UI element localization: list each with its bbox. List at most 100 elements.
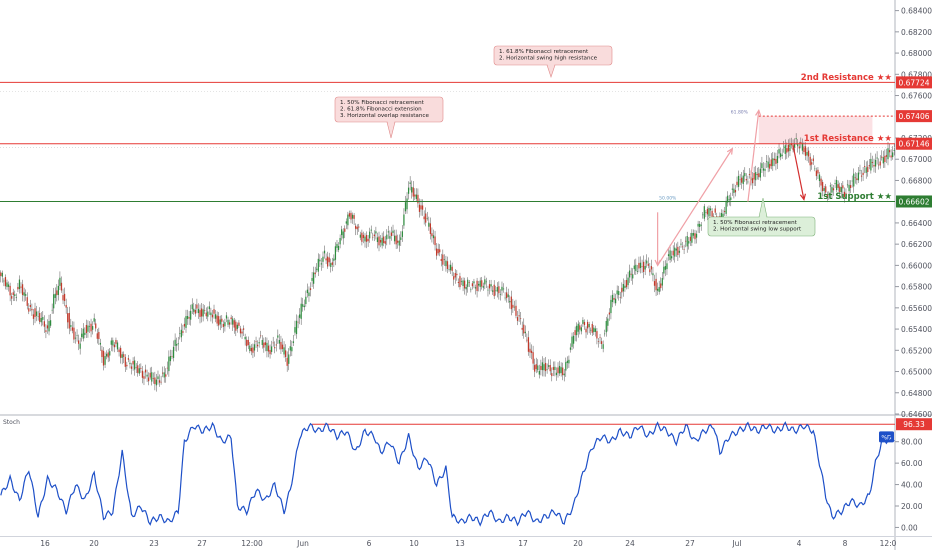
candle-body	[460, 281, 463, 282]
candle-body	[871, 161, 874, 163]
candle-body	[753, 173, 755, 180]
candle-body	[330, 263, 332, 267]
candle-body	[709, 208, 712, 211]
candle-body	[370, 229, 372, 231]
candle-body	[182, 331, 184, 333]
candle-body	[247, 339, 249, 346]
candle-body	[611, 294, 614, 303]
candle-body	[667, 254, 670, 257]
candle-body	[341, 229, 343, 236]
level-price-badge-1	[896, 110, 932, 123]
candle-body	[403, 214, 405, 226]
candle-body	[73, 327, 75, 340]
candle-body	[540, 365, 542, 370]
candle-body	[397, 240, 399, 243]
candle-body	[169, 356, 172, 362]
candle-body	[113, 344, 116, 348]
candle-body	[194, 309, 196, 314]
candle-body	[355, 225, 357, 229]
candle-body	[607, 318, 609, 326]
candle-body	[549, 365, 551, 372]
candle-body	[356, 226, 358, 230]
stoch-tick-label: 20.00	[901, 502, 923, 511]
candle-body	[703, 206, 705, 219]
candle-body	[253, 344, 256, 351]
candle-body	[817, 169, 819, 174]
candle-body	[421, 205, 424, 210]
candle-body	[18, 279, 21, 290]
candle-body	[177, 343, 179, 345]
candle-body	[208, 306, 210, 310]
candle-body	[713, 216, 715, 217]
candle-body	[604, 333, 606, 335]
candle-body	[54, 293, 56, 298]
candle-body	[118, 349, 120, 353]
candle-body	[456, 273, 458, 276]
candle-body	[331, 262, 333, 265]
stochastic-panel: Stoch %D	[0, 419, 895, 527]
candle-body	[666, 263, 668, 270]
candle-body	[781, 154, 783, 156]
candle-body	[322, 256, 324, 262]
candle-body	[602, 344, 604, 349]
candle-body	[795, 138, 797, 140]
candle-body	[345, 221, 347, 224]
candle-body	[577, 323, 579, 332]
candle-body	[373, 234, 375, 237]
candle-body	[359, 234, 361, 238]
candle-body	[269, 349, 271, 355]
candle-body	[263, 342, 265, 348]
price-tick-label: 0.65800	[901, 283, 932, 292]
candle-body	[221, 318, 223, 322]
fibonacci-zone: 61.80% 50.00%	[657, 110, 873, 202]
candle-body	[255, 341, 257, 342]
candle-body	[12, 292, 14, 296]
candle-body	[537, 365, 539, 371]
candle-body	[463, 280, 466, 289]
candle-body	[432, 235, 435, 239]
candle-body	[390, 232, 393, 236]
candle-body	[470, 289, 472, 291]
candle-body	[473, 281, 475, 284]
candle-body	[692, 233, 695, 236]
candle-body	[613, 297, 615, 300]
candle-body	[395, 235, 397, 245]
candle-body	[11, 296, 13, 299]
candle-body	[481, 280, 483, 287]
series-badge-label: %D	[881, 434, 892, 441]
candle-body	[238, 322, 240, 326]
candle-body	[681, 246, 684, 248]
candle-body	[277, 335, 279, 338]
candle-body	[566, 360, 568, 363]
candle-body	[409, 182, 411, 185]
candle-body	[334, 246, 337, 260]
candle-body	[264, 342, 267, 346]
candle-body	[630, 273, 632, 275]
candle-body	[828, 193, 830, 195]
candle-body	[93, 318, 95, 322]
time-axis[interactable]: 16 20 23 27 12:00 Jun 6 10 13 17 20 24 27 Jul 4 8 12:0	[40, 539, 896, 548]
candle-body	[239, 328, 242, 334]
fibonacci-label-618: 61.80%	[731, 110, 749, 116]
candle-body	[560, 367, 562, 374]
candle-body	[546, 369, 548, 371]
price-tick-label: 0.68200	[901, 28, 932, 37]
candle-body	[185, 316, 187, 328]
annotation-text-line: 1. 50% Fibonacci retracement	[340, 100, 425, 106]
candle-body	[1, 272, 3, 277]
candle-body	[71, 327, 74, 331]
candle-body	[516, 317, 519, 321]
candle-body	[806, 152, 808, 156]
candle-body	[655, 278, 657, 291]
candle-body	[453, 276, 455, 280]
candle-body	[76, 335, 78, 336]
candle-body	[218, 316, 220, 326]
candle-body	[722, 213, 724, 219]
candle-body	[558, 365, 561, 374]
price-tick-label: 0.64800	[901, 389, 932, 398]
candle-body	[134, 360, 136, 370]
candle-body	[317, 258, 319, 272]
price-axis[interactable]: 0.684000.682000.680000.678000.676000.672…	[895, 7, 932, 533]
candle-body	[856, 178, 858, 181]
